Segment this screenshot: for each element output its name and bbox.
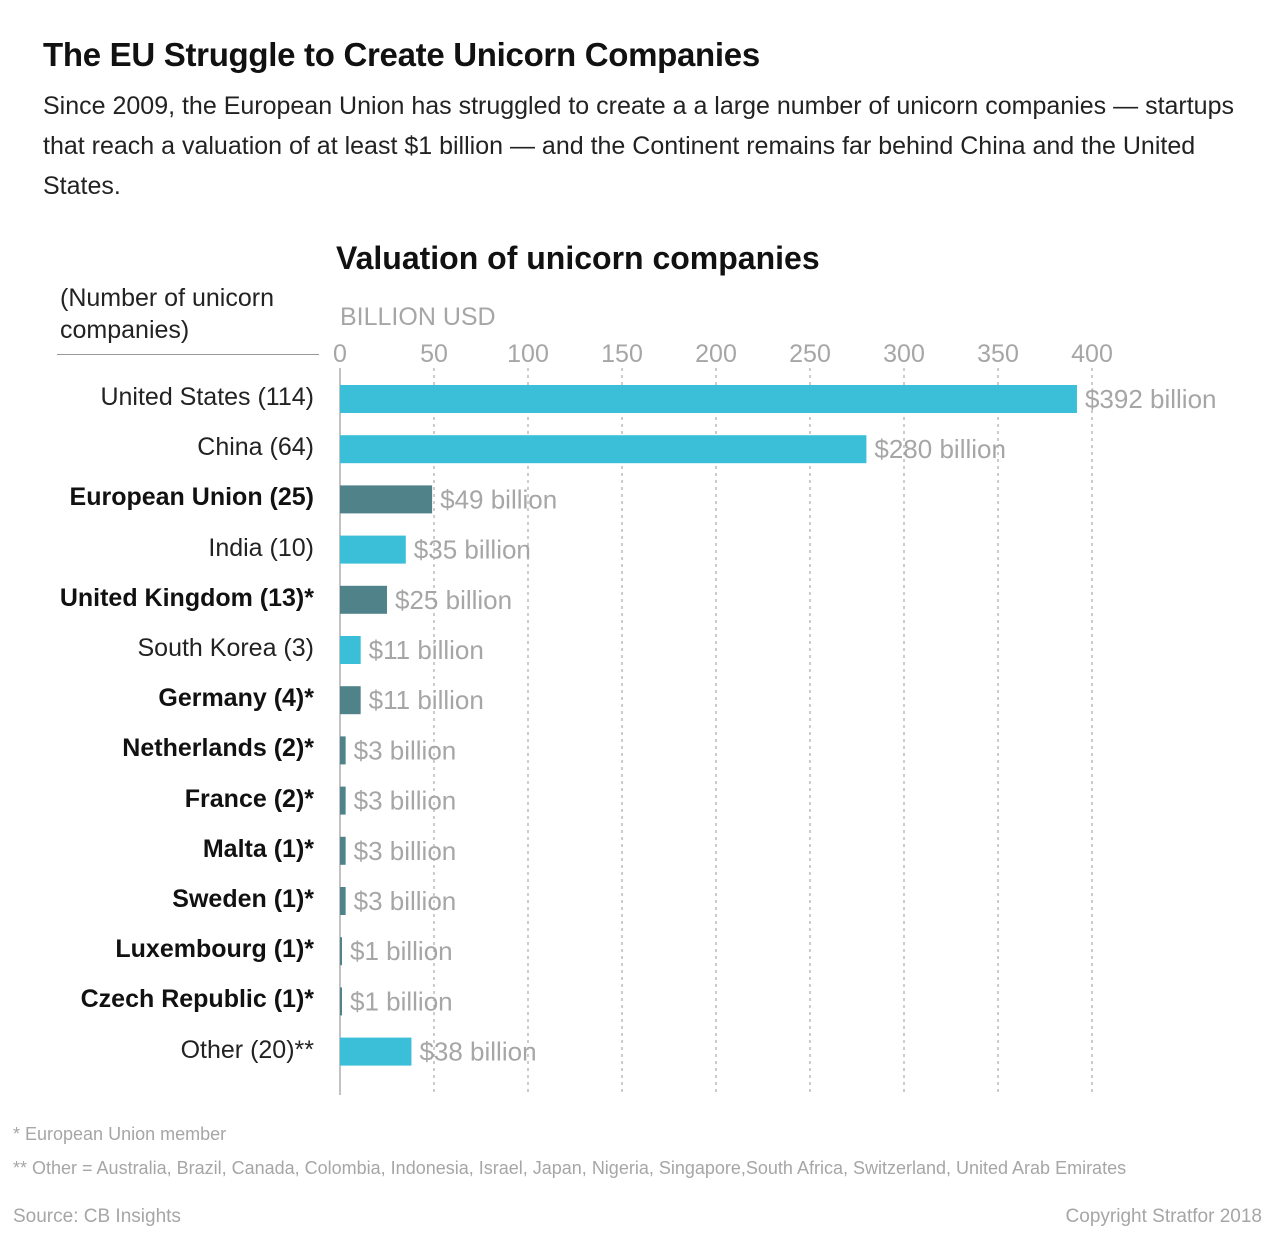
value-label-4: $25 billion: [395, 585, 512, 615]
bar-6: [340, 686, 361, 715]
category-label-5: South Korea (3): [137, 634, 315, 662]
category-label-9: Malta (1)*: [202, 834, 314, 863]
category-label-10: Sweden (1)*: [172, 885, 314, 913]
row-label-divider: [57, 354, 319, 355]
bar-10: [340, 887, 346, 915]
bar-3: [340, 535, 406, 564]
value-label-8: $3 billion: [354, 786, 457, 816]
x-tick-label-300: 300: [883, 340, 925, 368]
x-tick-label-50: 50: [420, 340, 448, 368]
category-label-3: India (10): [208, 533, 314, 562]
copyright-text: Copyright Stratfor 2018: [1065, 1206, 1262, 1227]
category-label-4: United Kingdom (13)*: [59, 583, 314, 612]
value-label-12: $1 billion: [350, 986, 453, 1016]
footnote-other: ** Other = Australia, Brazil, Canada, Co…: [13, 1158, 1127, 1178]
page-title: The EU Struggle to Create Unicorn Compan…: [43, 36, 760, 73]
bar-2: [340, 485, 433, 514]
value-label-7: $3 billion: [354, 735, 457, 765]
category-label-7: Netherlands (2)*: [122, 734, 314, 763]
x-tick-label-350: 350: [977, 340, 1019, 368]
category-label-2: European Union (25): [69, 483, 314, 512]
x-tick-label-0: 0: [333, 340, 347, 368]
value-label-6: $11 billion: [369, 685, 484, 715]
category-label-8: France (2)*: [184, 784, 314, 813]
value-label-13: $38 billion: [419, 1037, 536, 1067]
value-label-0: $392 billion: [1085, 384, 1217, 414]
bar-9: [340, 836, 346, 865]
x-tick-label-200: 200: [695, 340, 737, 368]
bar-11: [340, 937, 342, 966]
source-text: Source: CB Insights: [13, 1206, 181, 1227]
value-label-10: $3 billion: [354, 886, 457, 916]
x-tick-label-250: 250: [789, 340, 831, 368]
x-axis-unit-label: BILLION USD: [340, 303, 496, 331]
footnote-eu-member: * European Union member: [13, 1124, 227, 1144]
x-tick-label-150: 150: [601, 340, 643, 368]
value-label-11: $1 billion: [350, 936, 453, 966]
x-tick-label-400: 400: [1071, 340, 1113, 368]
bar-4: [340, 585, 387, 614]
category-label-13: Other (20)**: [180, 1035, 314, 1064]
category-label-0: United States (114): [100, 383, 314, 411]
bar-0: [340, 385, 1077, 413]
bar-1: [340, 435, 867, 464]
value-label-1: $280 billion: [874, 434, 1006, 464]
page-subtitle: Since 2009, the European Union has strug…: [43, 92, 1234, 200]
value-label-2: $49 billion: [440, 484, 557, 514]
row-label-note: (Number of unicorn companies): [60, 284, 274, 344]
bar-12: [340, 987, 342, 1016]
value-label-3: $35 billion: [414, 535, 531, 565]
category-label-11: Luxembourg (1)*: [115, 935, 314, 964]
bar-7: [340, 736, 346, 765]
category-label-12: Czech Republic (1)*: [80, 985, 314, 1014]
value-label-9: $3 billion: [354, 836, 457, 866]
bar-8: [340, 786, 346, 815]
x-tick-label-100: 100: [507, 340, 549, 368]
bar-5: [340, 636, 361, 664]
category-label-1: China (64): [197, 433, 314, 462]
category-label-6: Germany (4)*: [158, 684, 314, 713]
bar-13: [340, 1037, 412, 1066]
chart-title: Valuation of unicorn companies: [336, 240, 820, 276]
value-label-5: $11 billion: [369, 635, 484, 665]
